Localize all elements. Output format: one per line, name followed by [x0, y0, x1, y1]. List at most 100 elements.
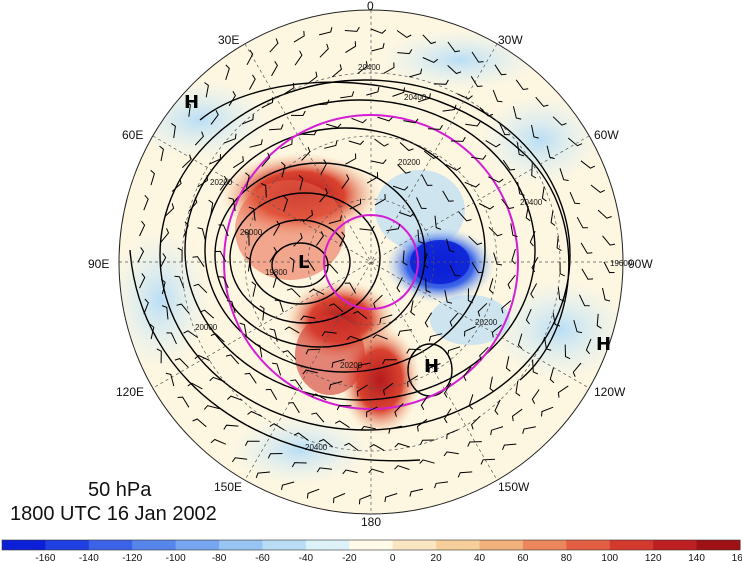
wind-barb: [531, 163, 537, 179]
wind-barb: [225, 354, 240, 365]
wind-barb: [443, 382, 452, 398]
wind-barb: [209, 154, 221, 165]
colorbar-swatch: [305, 540, 350, 550]
wind-barb: [464, 181, 480, 188]
wind-barb: [420, 395, 429, 410]
wind-barb: [531, 389, 540, 404]
contour-label: 20400: [520, 198, 543, 207]
wind-barb: [174, 358, 189, 368]
wind-barb: [261, 152, 271, 167]
wind-barb: [567, 137, 583, 147]
wind-barb: [204, 82, 209, 98]
contour-label: 20200: [340, 361, 363, 370]
wind-barb: [464, 326, 476, 337]
wind-barb: [261, 97, 273, 109]
wind-barb: [188, 197, 198, 212]
lon-label-60e: 60E: [122, 128, 143, 142]
wind-barb: [333, 493, 346, 504]
wind-barb: [507, 274, 516, 290]
colorbar-tick-label: 40: [474, 553, 486, 561]
wind-barb: [463, 366, 472, 382]
wind-barb: [511, 408, 523, 422]
wind-barb: [302, 369, 318, 375]
wind-barb: [597, 209, 612, 219]
colorbar-tick-label: 0: [390, 553, 396, 561]
wind-barb: [342, 469, 358, 475]
wind-barb: [326, 123, 342, 129]
wind-barb: [345, 153, 357, 165]
wind-barb: [187, 382, 203, 390]
wind-barb: [397, 329, 412, 337]
wind-barb: [490, 426, 504, 436]
wind-barb: [370, 28, 387, 34]
wind-barb: [311, 393, 327, 401]
colorbar-swatch: [392, 540, 437, 550]
wind-barb: [425, 278, 431, 293]
wind-barb: [260, 183, 267, 198]
wind-barb: [290, 110, 306, 117]
wind-barb: [269, 38, 279, 53]
wind-barb: [580, 242, 593, 254]
wind-barb: [215, 250, 227, 263]
colorbar-swatch: [175, 540, 220, 550]
wind-barb: [324, 263, 339, 274]
wind-barb: [371, 159, 387, 165]
wind-barb: [373, 294, 383, 309]
wind-barb: [186, 101, 191, 117]
wind-barb: [457, 471, 473, 478]
wind-barb: [290, 379, 303, 390]
wind-barb: [471, 415, 481, 430]
wind-barb: [442, 190, 454, 202]
wind-barb: [166, 332, 177, 345]
wind-barb: [581, 268, 594, 280]
wind-barb: [505, 356, 511, 372]
lon-label-30w: 30W: [498, 33, 523, 47]
wind-barb: [305, 348, 321, 355]
wind-barb: [396, 277, 403, 293]
colorbar-tick-label: -160: [35, 553, 55, 561]
wind-barb: [515, 79, 529, 91]
wind-barb: [244, 172, 250, 188]
wind-barb: [226, 300, 236, 314]
wind-barb: [265, 388, 278, 401]
wind-barb: [394, 442, 410, 448]
wind-barb: [406, 348, 422, 354]
wind-barb: [352, 310, 368, 320]
wind-barb: [366, 172, 379, 184]
wind-barb: [254, 343, 263, 358]
wind-barb: [269, 124, 284, 131]
wind-barb: [576, 216, 588, 229]
wind-barb: [149, 323, 155, 340]
wind-barb: [443, 451, 459, 457]
wind-barb: [477, 302, 488, 317]
wind-barb: [386, 223, 401, 232]
wind-barb: [311, 412, 325, 423]
wind-barb: [407, 375, 419, 388]
wind-barb: [434, 481, 449, 489]
wind-barb: [219, 175, 228, 191]
wind-barb: [228, 197, 236, 212]
wind-barb: [282, 350, 297, 360]
wind-barb: [525, 308, 532, 325]
wind-barb: [245, 256, 251, 272]
wind-barb: [428, 363, 441, 374]
lon-label-30e: 30E: [218, 33, 239, 47]
wind-barb: [177, 396, 190, 408]
wind-barb: [444, 290, 453, 304]
lon-label-120w: 120W: [594, 385, 626, 399]
colorbar-tick-label: -100: [166, 553, 186, 561]
wind-barb: [374, 138, 389, 147]
wind-barb: [259, 305, 265, 321]
wind-barb: [392, 185, 409, 191]
wind-barb: [320, 159, 328, 175]
wind-barb: [479, 346, 489, 361]
wind-barb: [267, 453, 283, 459]
wind-barb: [512, 106, 522, 120]
wind-barb: [280, 139, 293, 150]
lon-label-180: 180: [361, 515, 381, 529]
wind-barb: [494, 399, 501, 416]
wind-barb: [272, 272, 278, 288]
wind-barb: [399, 211, 415, 217]
wind-barb: [379, 314, 393, 324]
wind-barb: [434, 215, 442, 230]
